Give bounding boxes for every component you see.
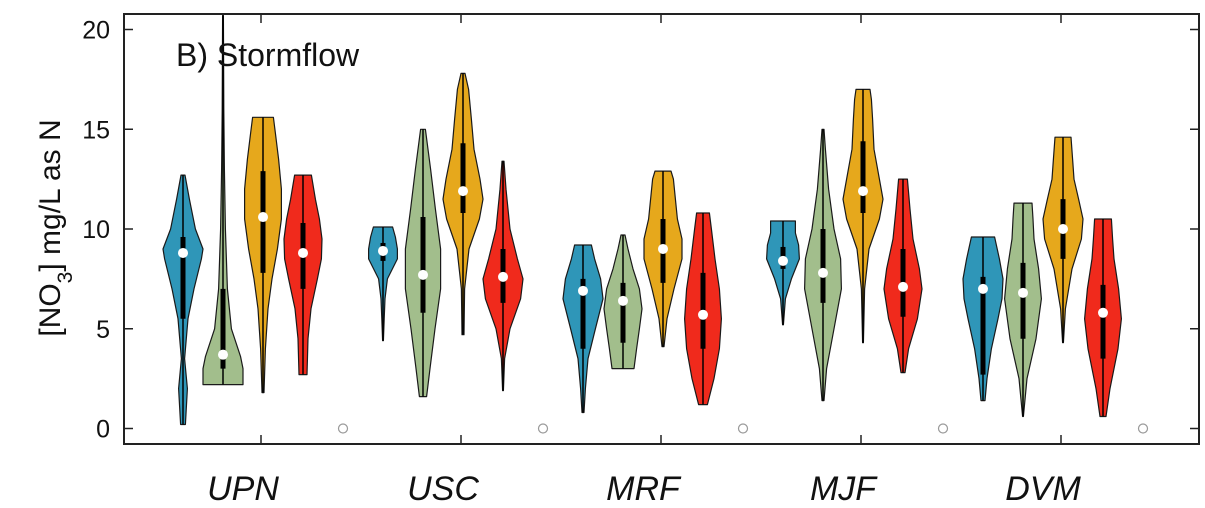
violin-median-dot: [498, 271, 508, 282]
violin-median-dot: [658, 243, 668, 254]
empty-group-marker: [737, 423, 749, 434]
violin-median-dot: [618, 295, 628, 306]
y-tick-label: 10: [82, 216, 110, 244]
violin-median-dot: [1018, 287, 1028, 298]
y-tick-label: 15: [82, 116, 110, 144]
violin-layer: [162, 14, 1149, 434]
x-category-label: DVM: [1005, 470, 1081, 508]
violin-median-dot: [458, 186, 468, 197]
violin-median-dot: [818, 267, 828, 278]
violin-median-dot: [298, 247, 308, 258]
violin-median-dot: [698, 309, 708, 320]
violin-median-dot: [578, 285, 588, 296]
violin-median-dot: [898, 281, 908, 292]
violin-median-dot: [258, 212, 268, 223]
y-tick-label: 20: [82, 17, 110, 45]
x-category-label: USC: [407, 470, 479, 508]
violin-median-dot: [218, 349, 228, 360]
violin-median-dot: [178, 247, 188, 258]
axes-layer: 0 5 10 15 20 UPN USC MRF MJF DVM: [82, 14, 1199, 508]
x-category-label: MJF: [810, 470, 878, 508]
violin-median-dot: [978, 283, 988, 294]
y-tick-label: 0: [96, 416, 110, 444]
y-tick-label: 5: [96, 316, 110, 344]
x-category-label: MRF: [606, 470, 682, 508]
empty-group-marker: [937, 423, 949, 434]
violin-median-dot: [858, 186, 868, 197]
violin-median-dot: [1098, 307, 1108, 318]
violin-median-dot: [378, 245, 388, 256]
violin-median-dot: [778, 255, 788, 266]
y-axis-label-prefix: [NO: [34, 283, 67, 336]
violin-median-dot: [418, 269, 428, 280]
panel-title: B) Stormflow: [176, 37, 360, 73]
x-category-label: UPN: [207, 470, 279, 508]
y-axis-label-subscript: 3: [54, 272, 77, 284]
violin-median-dot: [1058, 224, 1068, 234]
empty-group-marker: [337, 423, 349, 434]
y-axis-label-suffix: ] mg/L as N: [34, 119, 67, 271]
empty-group-marker: [537, 423, 549, 434]
y-axis-label: [NO3] mg/L as N: [34, 119, 77, 336]
empty-group-marker: [1137, 423, 1149, 434]
